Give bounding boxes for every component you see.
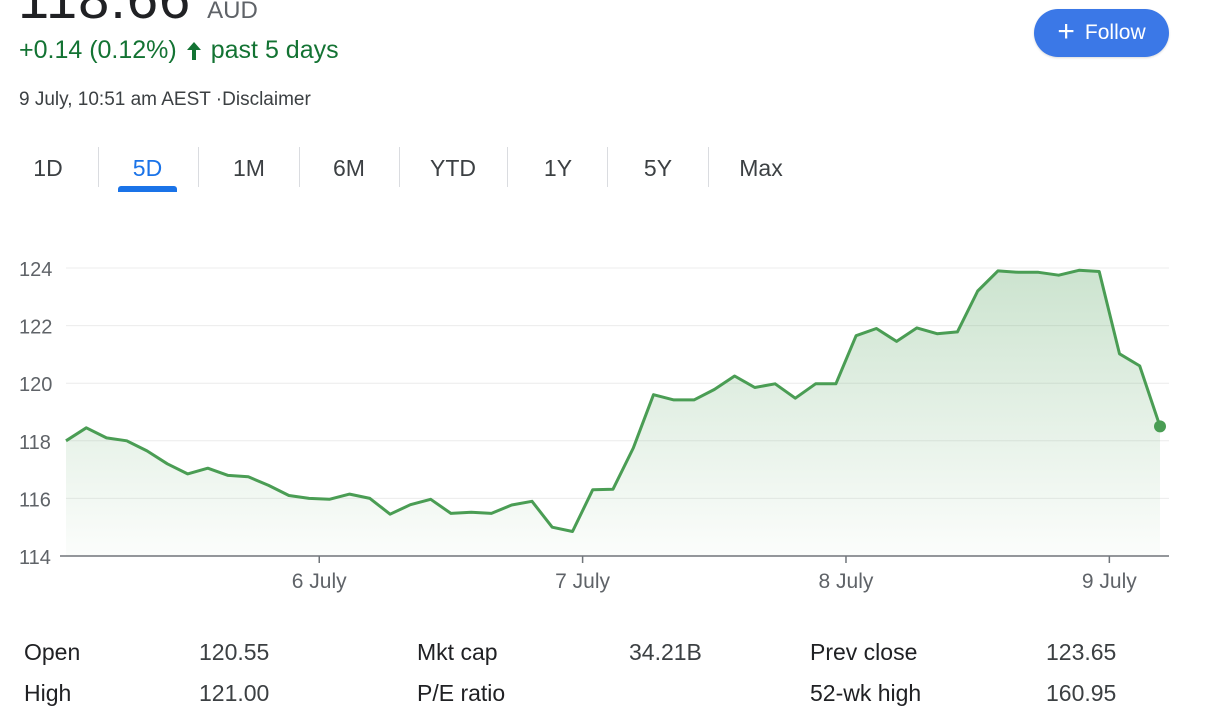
tab-1y[interactable]: 1Y xyxy=(543,154,573,181)
tab-divider xyxy=(507,147,508,187)
last-price-dot xyxy=(1154,420,1166,433)
price-header: 118.66 AUD xyxy=(18,0,258,31)
timestamp: 9 July, 10:51 am AEST xyxy=(19,89,211,110)
x-tick-label: 8 July xyxy=(819,570,874,593)
follow-label: Follow xyxy=(1084,21,1146,44)
price-change: +0.14 (0.12%) past 5 days xyxy=(19,36,339,65)
x-tick-label: 7 July xyxy=(555,570,610,593)
stat-value-prev-close: 123.65 xyxy=(1046,639,1117,665)
time-range-tabs: 1D 5D 1M 6M YTD 1Y 5Y Max xyxy=(0,145,820,195)
tab-divider xyxy=(399,147,400,187)
change-value: +0.14 (0.12%) xyxy=(19,36,177,64)
tab-divider xyxy=(98,147,99,187)
stat-value-mkt-cap: 34.21B xyxy=(629,639,702,665)
price-line xyxy=(65,268,1162,533)
tab-ytd[interactable]: YTD xyxy=(430,154,476,181)
tab-6m[interactable]: 6M xyxy=(333,154,365,181)
stat-label-mkt-cap: Mkt cap xyxy=(417,639,498,665)
change-period: past 5 days xyxy=(210,36,339,64)
plus-icon: + xyxy=(1057,14,1075,48)
stat-label-prev-close: Prev close xyxy=(810,639,918,665)
key-stats: Open 120.55 Mkt cap 34.21B Prev close 12… xyxy=(0,630,1226,706)
currency-code: AUD xyxy=(207,0,258,24)
stat-value-high: 121.00 xyxy=(199,680,270,706)
y-tick-label: 120 xyxy=(19,374,52,396)
tab-1d[interactable]: 1D xyxy=(33,154,63,181)
y-tick-label: 124 xyxy=(19,259,52,281)
stat-label-high: High xyxy=(24,680,72,706)
x-tick-label: 6 July xyxy=(292,570,347,593)
tab-5y[interactable]: 5Y xyxy=(643,154,673,181)
current-price: 118.66 xyxy=(18,0,191,31)
tab-divider xyxy=(299,147,300,187)
tab-5d[interactable]: 5D xyxy=(132,154,163,181)
price-area xyxy=(66,270,1160,556)
active-tab-indicator xyxy=(118,186,177,192)
stat-label-52wk-high: 52-wk high xyxy=(810,680,922,706)
y-tick-label: 116 xyxy=(19,489,51,511)
quote-meta: 9 July, 10:51 am AEST ·Disclaimer xyxy=(19,89,311,111)
x-tick-label: 9 July xyxy=(1082,570,1137,593)
stat-label-open: Open xyxy=(24,639,81,665)
y-tick-label: 118 xyxy=(19,432,51,454)
tab-divider xyxy=(607,147,608,187)
tab-1m[interactable]: 1M xyxy=(233,154,265,181)
price-chart[interactable]: 114 116 118 120 122 124 6 July 7 July 8 July 9 Ju… xyxy=(0,225,1226,610)
stat-label-pe-ratio: P/E ratio xyxy=(417,680,506,706)
arrow-up-icon xyxy=(185,40,203,62)
tab-max[interactable]: Max xyxy=(739,154,783,181)
stat-value-open: 120.55 xyxy=(199,639,270,665)
tab-divider xyxy=(708,147,709,187)
follow-button[interactable]: + Follow xyxy=(1034,9,1169,57)
tab-divider xyxy=(198,147,199,187)
y-tick-label: 122 xyxy=(19,317,52,339)
y-tick-label: 114 xyxy=(19,547,51,569)
stat-value-52wk-high: 160.95 xyxy=(1046,680,1117,706)
disclaimer-link[interactable]: ·Disclaimer xyxy=(215,89,311,110)
